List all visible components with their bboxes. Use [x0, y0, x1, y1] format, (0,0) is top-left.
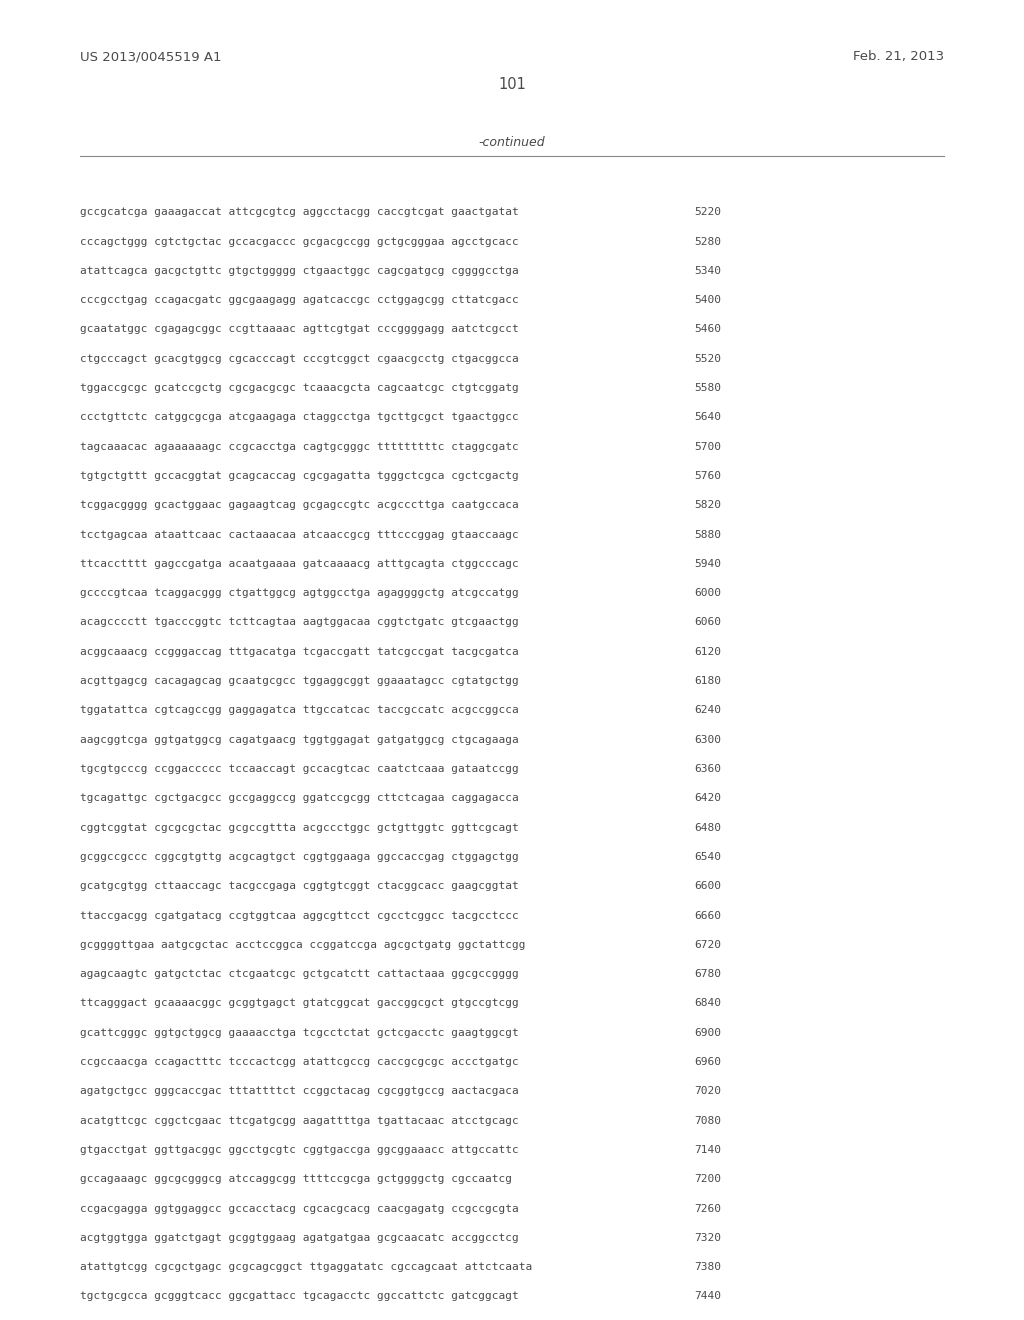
Text: acatgttcgc cggctcgaac ttcgatgcgg aagattttga tgattacaac atcctgcagc: acatgttcgc cggctcgaac ttcgatgcgg aagattt… [80, 1115, 518, 1126]
Text: 5700: 5700 [694, 442, 721, 451]
Text: 6360: 6360 [694, 764, 721, 774]
Text: 6060: 6060 [694, 618, 721, 627]
Text: 7200: 7200 [694, 1175, 721, 1184]
Text: 6840: 6840 [694, 998, 721, 1008]
Text: 5880: 5880 [694, 529, 721, 540]
Text: acggcaaacg ccgggaccag tttgacatga tcgaccgatt tatcgccgat tacgcgatca: acggcaaacg ccgggaccag tttgacatga tcgaccg… [80, 647, 518, 657]
Text: agagcaagtc gatgctctac ctcgaatcgc gctgcatctt cattactaaa ggcgccgggg: agagcaagtc gatgctctac ctcgaatcgc gctgcat… [80, 969, 518, 979]
Text: 5220: 5220 [694, 207, 721, 218]
Text: gcatgcgtgg cttaaccagc tacgccgaga cggtgtcggt ctacggcacc gaagcggtat: gcatgcgtgg cttaaccagc tacgccgaga cggtgtc… [80, 882, 518, 891]
Text: tcggacgggg gcactggaac gagaagtcag gcgagccgtc acgcccttga caatgccaca: tcggacgggg gcactggaac gagaagtcag gcgagcc… [80, 500, 518, 511]
Text: 7320: 7320 [694, 1233, 721, 1243]
Text: gcggccgccc cggcgtgttg acgcagtgct cggtggaaga ggccaccgag ctggagctgg: gcggccgccc cggcgtgttg acgcagtgct cggtgga… [80, 851, 518, 862]
Text: gcggggttgaa aatgcgctac acctccggca ccggatccga agcgctgatg ggctattcgg: gcggggttgaa aatgcgctac acctccggca ccggat… [80, 940, 525, 950]
Text: tagcaaacac agaaaaaagc ccgcacctga cagtgcgggc tttttttttc ctaggcgatc: tagcaaacac agaaaaaagc ccgcacctga cagtgcg… [80, 442, 518, 451]
Text: ttcagggact gcaaaacggc gcggtgagct gtatcggcat gaccggcgct gtgccgtcgg: ttcagggact gcaaaacggc gcggtgagct gtatcgg… [80, 998, 518, 1008]
Text: gtgacctgat ggttgacggc ggcctgcgtc cggtgaccga ggcggaaacc attgccattc: gtgacctgat ggttgacggc ggcctgcgtc cggtgac… [80, 1144, 518, 1155]
Text: aagcggtcga ggtgatggcg cagatgaacg tggtggagat gatgatggcg ctgcagaaga: aagcggtcga ggtgatggcg cagatgaacg tggtgga… [80, 735, 518, 744]
Text: US 2013/0045519 A1: US 2013/0045519 A1 [80, 50, 221, 63]
Text: Feb. 21, 2013: Feb. 21, 2013 [853, 50, 944, 63]
Text: 6540: 6540 [694, 851, 721, 862]
Text: 6300: 6300 [694, 735, 721, 744]
Text: 6900: 6900 [694, 1028, 721, 1038]
Text: 6240: 6240 [694, 705, 721, 715]
Text: 6480: 6480 [694, 822, 721, 833]
Text: acgttgagcg cacagagcag gcaatgcgcc tggaggcggt ggaaatagcc cgtatgctgg: acgttgagcg cacagagcag gcaatgcgcc tggaggc… [80, 676, 518, 686]
Text: 5820: 5820 [694, 500, 721, 511]
Text: tgctgcgcca gcgggtcacc ggcgattacc tgcagacctc ggccattctc gatcggcagt: tgctgcgcca gcgggtcacc ggcgattacc tgcagac… [80, 1291, 518, 1302]
Text: 7140: 7140 [694, 1144, 721, 1155]
Text: gccgcatcga gaaagaccat attcgcgtcg aggcctacgg caccgtcgat gaactgatat: gccgcatcga gaaagaccat attcgcgtcg aggccta… [80, 207, 518, 218]
Text: 6960: 6960 [694, 1057, 721, 1067]
Text: ccgccaacga ccagactttc tcccactcgg atattcgccg caccgcgcgc accctgatgc: ccgccaacga ccagactttc tcccactcgg atattcg… [80, 1057, 518, 1067]
Text: gccagaaagc ggcgcgggcg atccaggcgg ttttccgcga gctggggctg cgccaatcg: gccagaaagc ggcgcgggcg atccaggcgg ttttccg… [80, 1175, 512, 1184]
Text: -continued: -continued [478, 136, 546, 149]
Text: 6180: 6180 [694, 676, 721, 686]
Text: cccagctggg cgtctgctac gccacgaccc gcgacgccgg gctgcgggaa agcctgcacc: cccagctggg cgtctgctac gccacgaccc gcgacgc… [80, 236, 518, 247]
Text: 7380: 7380 [694, 1262, 721, 1272]
Text: 5340: 5340 [694, 265, 721, 276]
Text: 6120: 6120 [694, 647, 721, 657]
Text: 5520: 5520 [694, 354, 721, 364]
Text: 6600: 6600 [694, 882, 721, 891]
Text: gcattcgggc ggtgctggcg gaaaacctga tcgcctctat gctcgacctc gaagtggcgt: gcattcgggc ggtgctggcg gaaaacctga tcgcctc… [80, 1028, 518, 1038]
Text: tggaccgcgc gcatccgctg cgcgacgcgc tcaaacgcta cagcaatcgc ctgtcggatg: tggaccgcgc gcatccgctg cgcgacgcgc tcaaacg… [80, 383, 518, 393]
Text: acgtggtgga ggatctgagt gcggtggaag agatgatgaa gcgcaacatc accggcctcg: acgtggtgga ggatctgagt gcggtggaag agatgat… [80, 1233, 518, 1243]
Text: 5640: 5640 [694, 412, 721, 422]
Text: 6660: 6660 [694, 911, 721, 920]
Text: 5280: 5280 [694, 236, 721, 247]
Text: tgcgtgcccg ccggaccccc tccaaccagt gccacgtcac caatctcaaa gataatccgg: tgcgtgcccg ccggaccccc tccaaccagt gccacgt… [80, 764, 518, 774]
Text: 6720: 6720 [694, 940, 721, 950]
Text: cggtcggtat cgcgcgctac gcgccgttta acgccctggc gctgttggtc ggttcgcagt: cggtcggtat cgcgcgctac gcgccgttta acgccct… [80, 822, 518, 833]
Text: acagcccctt tgacccggtc tcttcagtaa aagtggacaa cggtctgatc gtcgaactgg: acagcccctt tgacccggtc tcttcagtaa aagtgga… [80, 618, 518, 627]
Text: 6420: 6420 [694, 793, 721, 804]
Text: ttaccgacgg cgatgatacg ccgtggtcaa aggcgttcct cgcctcggcc tacgcctccc: ttaccgacgg cgatgatacg ccgtggtcaa aggcgtt… [80, 911, 518, 920]
Text: 5580: 5580 [694, 383, 721, 393]
Text: cccgcctgag ccagacgatc ggcgaagagg agatcaccgc cctggagcgg cttatcgacc: cccgcctgag ccagacgatc ggcgaagagg agatcac… [80, 296, 518, 305]
Text: 6780: 6780 [694, 969, 721, 979]
Text: 7020: 7020 [694, 1086, 721, 1097]
Text: 5460: 5460 [694, 325, 721, 334]
Text: gcaatatggc cgagagcggc ccgttaaaac agttcgtgat cccggggagg aatctcgcct: gcaatatggc cgagagcggc ccgttaaaac agttcgt… [80, 325, 518, 334]
Text: tgcagattgc cgctgacgcc gccgaggccg ggatccgcgg cttctcagaa caggagacca: tgcagattgc cgctgacgcc gccgaggccg ggatccg… [80, 793, 518, 804]
Text: ctgcccagct gcacgtggcg cgcacccagt cccgtcggct cgaacgcctg ctgacggcca: ctgcccagct gcacgtggcg cgcacccagt cccgtcg… [80, 354, 518, 364]
Text: 7260: 7260 [694, 1204, 721, 1213]
Text: atattcagca gacgctgttc gtgctggggg ctgaactggc cagcgatgcg cggggcctga: atattcagca gacgctgttc gtgctggggg ctgaact… [80, 265, 518, 276]
Text: 5760: 5760 [694, 471, 721, 480]
Text: 6000: 6000 [694, 589, 721, 598]
Text: 5940: 5940 [694, 558, 721, 569]
Text: 101: 101 [498, 77, 526, 91]
Text: ttcacctttt gagccgatga acaatgaaaa gatcaaaacg atttgcagta ctggcccagc: ttcacctttt gagccgatga acaatgaaaa gatcaaa… [80, 558, 518, 569]
Text: 7080: 7080 [694, 1115, 721, 1126]
Text: tggatattca cgtcagccgg gaggagatca ttgccatcac taccgccatc acgccggcca: tggatattca cgtcagccgg gaggagatca ttgccat… [80, 705, 518, 715]
Text: tgtgctgttt gccacggtat gcagcaccag cgcgagatta tgggctcgca cgctcgactg: tgtgctgttt gccacggtat gcagcaccag cgcgaga… [80, 471, 518, 480]
Text: 7440: 7440 [694, 1291, 721, 1302]
Text: agatgctgcc gggcaccgac tttattttct ccggctacag cgcggtgccg aactacgaca: agatgctgcc gggcaccgac tttattttct ccggcta… [80, 1086, 518, 1097]
Text: atattgtcgg cgcgctgagc gcgcagcggct ttgaggatatc cgccagcaat attctcaata: atattgtcgg cgcgctgagc gcgcagcggct ttgagg… [80, 1262, 532, 1272]
Text: ccgacgagga ggtggaggcc gccacctacg cgcacgcacg caacgagatg ccgccgcgta: ccgacgagga ggtggaggcc gccacctacg cgcacgc… [80, 1204, 518, 1213]
Text: 5400: 5400 [694, 296, 721, 305]
Text: gccccgtcaa tcaggacggg ctgattggcg agtggcctga agaggggctg atcgccatgg: gccccgtcaa tcaggacggg ctgattggcg agtggcc… [80, 589, 518, 598]
Text: tcctgagcaa ataattcaac cactaaacaa atcaaccgcg tttcccggag gtaaccaagc: tcctgagcaa ataattcaac cactaaacaa atcaacc… [80, 529, 518, 540]
Text: ccctgttctc catggcgcga atcgaagaga ctaggcctga tgcttgcgct tgaactggcc: ccctgttctc catggcgcga atcgaagaga ctaggcc… [80, 412, 518, 422]
